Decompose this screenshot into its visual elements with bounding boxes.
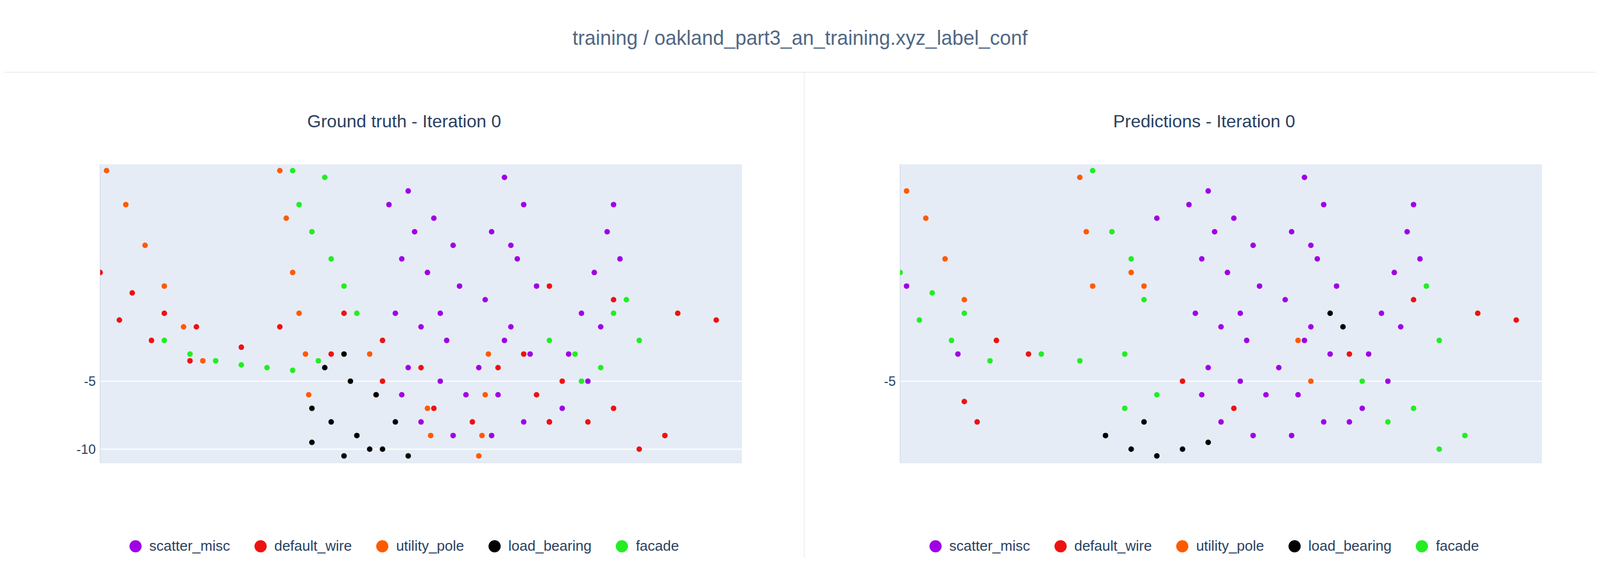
html-text:Ground truth - Iteration 0: Ground truth - Iteration 0 xyxy=(307,111,502,132)
svg-text:-5: -5 xyxy=(83,373,96,389)
html-text:scatter_misc: scatter_misc xyxy=(149,537,230,554)
html-text:utility_pole: utility_pole xyxy=(1196,537,1265,554)
html-text:load_bearing: load_bearing xyxy=(508,537,592,554)
html-text:utility_pole: utility_pole xyxy=(396,537,465,554)
svg-text:-10: -10 xyxy=(76,441,96,457)
html-text:training / oakland_part3_an_tr: training / oakland_part3_an_training.xyz… xyxy=(572,26,1028,50)
html-text:Predictions - Iteration 0: Predictions - Iteration 0 xyxy=(1113,111,1296,132)
html-text:default_wire: default_wire xyxy=(1074,537,1152,554)
html-text:facade: facade xyxy=(635,537,679,554)
svg-text:-5: -5 xyxy=(883,373,896,389)
html-text:scatter_misc: scatter_misc xyxy=(949,537,1030,554)
html-text:default_wire: default_wire xyxy=(274,537,352,554)
html-text:facade: facade xyxy=(1435,537,1479,554)
html-text:load_bearing: load_bearing xyxy=(1308,537,1392,554)
